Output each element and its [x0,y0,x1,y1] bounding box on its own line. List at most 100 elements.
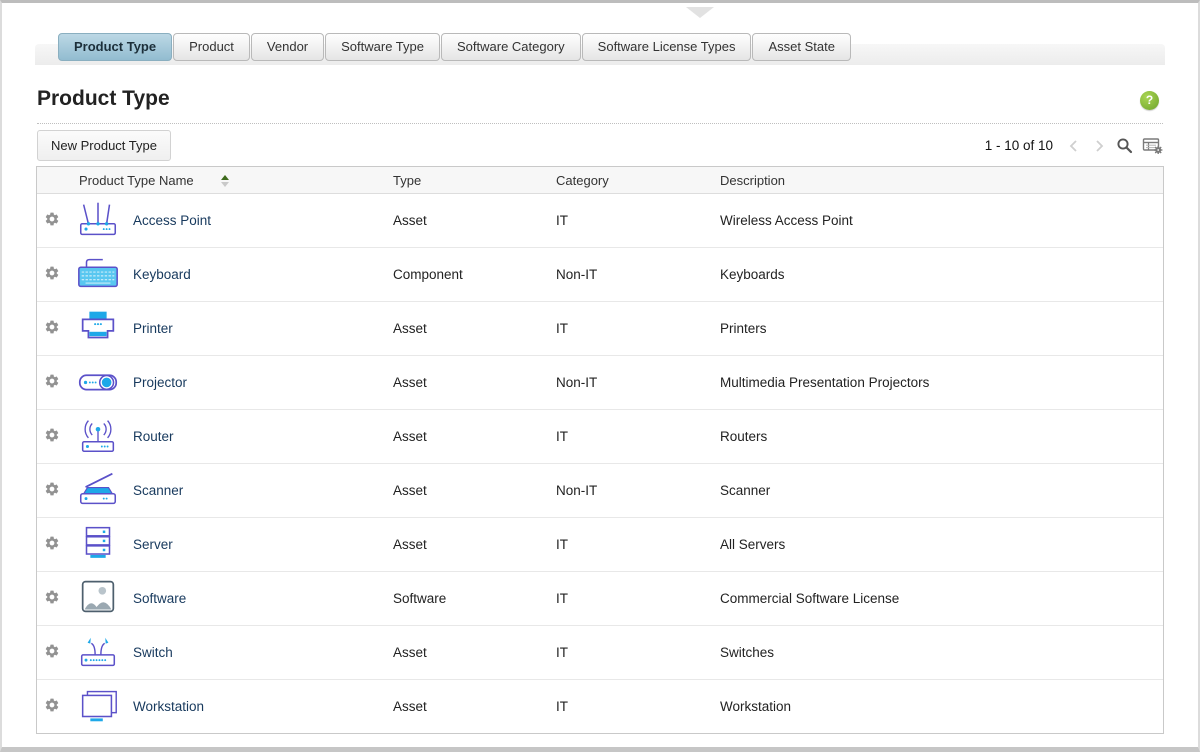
header-product-type-name-label: Product Type Name [79,172,194,188]
list-toolbar: New Product Type 1 - 10 of 10 [37,130,1163,161]
type-cell: Asset [393,355,556,410]
type-cell: Asset [393,301,556,356]
keyboard-icon [75,252,121,294]
header-product-type-name[interactable]: Product Type Name [37,167,393,194]
pagination-range-text: 1 - 10 of 10 [984,138,1053,153]
type-cell: Asset [393,409,556,464]
previous-page-icon[interactable] [1066,138,1082,154]
help-icon[interactable]: ? [1140,91,1159,110]
table-row: Projector Asset Non-IT Multimedia Presentat… [37,355,1163,410]
product-type-link[interactable]: Switch [133,645,173,660]
tab-software-category[interactable]: Software Category [441,33,581,61]
category-cell: IT [556,625,720,680]
scanner-icon [75,468,121,510]
type-cell: Asset [393,517,556,572]
header-category[interactable]: Category [556,167,720,194]
table-row: Keyboard Component Non-IT Keyboards [37,247,1163,302]
product-type-link[interactable]: Workstation [133,699,205,714]
description-cell: Scanner [720,463,1163,518]
search-icon[interactable] [1116,137,1133,154]
router-icon [75,414,121,456]
tab-asset-state[interactable]: Asset State [752,33,851,61]
row-settings-gear-icon[interactable] [44,481,60,497]
workstation-icon [75,684,121,726]
column-chooser-icon[interactable] [1142,137,1163,154]
category-cell: IT [556,213,568,228]
category-cell: IT [556,679,720,733]
tab-product[interactable]: Product [173,33,250,61]
tab-software-license-types[interactable]: Software License Types [581,33,752,61]
table-row: Scanner Asset Non-IT Scanner [37,463,1163,518]
header-type[interactable]: Type [393,167,556,194]
server-icon [75,522,121,564]
product-type-link[interactable]: Router [133,429,174,444]
product-type-link[interactable]: Scanner [133,483,184,498]
row-settings-gear-icon[interactable] [44,697,60,713]
type-cell: Component [393,247,556,302]
row-settings-gear-icon[interactable] [44,265,60,281]
table-row: Server Asset IT All Servers [37,517,1163,572]
tab-product-type[interactable]: Product Type [58,33,173,61]
tab-vendor[interactable]: Vendor [250,33,325,61]
table-row: Software Software IT Commercial Software Li… [37,571,1163,626]
printer-icon [75,306,121,348]
mini-gear-icon [1154,145,1163,154]
product-type-link[interactable]: Projector [133,375,188,390]
admin-tabbar: Product Type Product Vendor Software Type So… [35,33,1165,65]
title-separator [37,123,1163,124]
row-settings-gear-icon[interactable] [44,535,60,551]
description-cell: Switches [720,625,1163,680]
row-settings-gear-icon[interactable] [44,319,60,335]
description-cell: Commercial Software License [720,571,1163,626]
product-type-link[interactable]: Software [133,591,187,606]
pagination: 1 - 10 of 10 [985,137,1163,154]
header-description[interactable]: Description [720,167,1163,194]
switch-icon [75,630,121,672]
description-cell: Multimedia Presentation Projectors [720,355,1163,410]
row-settings-gear-icon[interactable] [44,373,60,389]
tab-software-type[interactable]: Software Type [325,33,440,61]
description-cell: All Servers [720,517,1163,572]
row-settings-gear-icon[interactable] [44,643,60,659]
product-type-link[interactable]: Printer [133,321,173,336]
table-row: Router Asset IT Routers [37,409,1163,464]
row-settings-gear-icon[interactable] [44,211,60,227]
tab-list: Product Type Product Vendor Software Type So… [58,33,852,61]
projector-icon [75,360,121,402]
product-type-link[interactable]: Keyboard [133,267,191,282]
software-icon [75,576,121,618]
page-title: Product Type [37,87,170,110]
table-row: Printer Asset IT Printers [37,301,1163,356]
table-row: Workstation Asset IT Workstation [37,679,1163,733]
category-cell: IT [556,301,720,356]
next-page-icon[interactable] [1091,138,1107,154]
category-cell: IT [556,409,720,464]
category-cell: Non-IT [556,463,720,518]
new-product-type-button[interactable]: New Product Type [37,130,171,161]
description-cell: Keyboards [720,247,1163,302]
type-cell: Asset [393,625,556,680]
category-cell: Non-IT [556,355,720,410]
table-row: Switch Asset IT Switches [37,625,1163,680]
category-cell: IT [556,517,720,572]
table-header-row: Product Type Name Type Category Descript… [37,167,1163,194]
row-settings-gear-icon[interactable] [44,589,60,605]
category-cell: IT [556,571,720,626]
description-cell: Printers [720,301,1163,356]
type-cell: Software [393,571,556,626]
product-type-link[interactable]: Access Point [133,213,212,228]
type-cell: Asset [393,213,427,228]
description-cell: Routers [720,409,1163,464]
category-cell: Non-IT [556,247,720,302]
product-type-link[interactable]: Server [133,537,173,552]
table-row: Access Point Asset IT Wireless Access Point [37,194,1163,248]
description-cell: Workstation [720,679,1163,733]
description-cell: Wireless Access Point [720,213,853,228]
row-settings-gear-icon[interactable] [44,427,60,443]
access-point-icon [75,198,121,240]
type-cell: Asset [393,463,556,518]
collapse-panel-triangle-icon[interactable] [686,7,714,18]
sort-ascending-icon[interactable] [221,175,230,188]
type-cell: Asset [393,679,556,733]
